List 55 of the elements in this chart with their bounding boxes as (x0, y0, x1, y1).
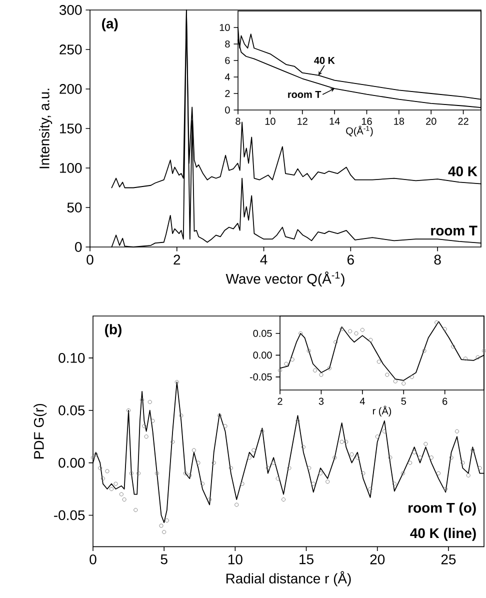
x-tick-label: 2 (278, 398, 282, 405)
y-tick-label: 0 (225, 106, 230, 114)
x-tick-label: 3 (318, 398, 324, 405)
x-tick-label: 22 (458, 118, 468, 125)
text: (a) (102, 18, 118, 32)
x-tick-label: 4 (360, 398, 365, 405)
y-tick-label: 0.05 (253, 330, 272, 337)
x-axis-title: Radial distance r (Å) (226, 571, 351, 586)
y-tick-label: 6 (225, 56, 230, 64)
y-tick-label: 0.00 (253, 352, 272, 359)
x-tick-label: 0 (86, 254, 94, 265)
x-axis-title: r (Å) (372, 406, 392, 416)
legend-label: room T (288, 91, 322, 98)
series-label: room T (o) (408, 502, 476, 516)
y-axis-title: Intensity, a.u. (39, 88, 52, 168)
x-tick-label: 5 (401, 398, 406, 405)
x-tick-label: 20 (370, 554, 385, 564)
y-tick-label: 0.10 (58, 352, 85, 363)
x-tick-label: 12 (298, 118, 308, 125)
x-tick-label: 6 (442, 398, 448, 405)
y-tick-label: -0.05 (54, 510, 85, 520)
x-tick-label: 2 (174, 254, 180, 265)
x-tick-label: 18 (394, 118, 404, 125)
series-label: room T (431, 226, 478, 236)
y-tick-label: 0 (75, 242, 82, 252)
y-tick-label: 300 (59, 5, 82, 15)
x-tick-label: 14 (330, 118, 340, 125)
y-tick-label: 10 (220, 24, 230, 32)
text: 40 K (line) (410, 528, 476, 541)
x-tick-label: 8 (236, 118, 240, 125)
x-tick-label: 5 (160, 554, 168, 564)
x-axis-title: Q(Å$^{-1}$) (346, 126, 373, 136)
y-axis-title: PDF G(r) (34, 404, 47, 458)
x-tick-label: 6 (347, 254, 354, 265)
x-axis-title: Wave vector Q(Å$^{-1}$) (226, 271, 344, 287)
y-tick-label: 0.05 (58, 405, 85, 416)
y-tick-label: 4 (224, 74, 230, 80)
y-tick-label: 250 (60, 44, 82, 54)
y-tick-label: -0.05 (250, 373, 272, 380)
x-tick-label: 15 (300, 554, 314, 564)
x-tick-label: 8 (434, 254, 441, 265)
series-label: 40 K (448, 166, 478, 176)
y-tick-label: 2 (225, 90, 230, 97)
y-tick-label: 150 (60, 124, 82, 134)
x-tick-label: 16 (362, 118, 372, 125)
y-tick-label: 8 (225, 40, 230, 48)
y-tick-label: 50 (67, 202, 82, 212)
y-tick-label: 100 (60, 163, 82, 173)
x-tick-label: 25 (441, 554, 456, 564)
x-tick-label: 0 (90, 554, 96, 564)
series-label: 40 K (314, 56, 335, 64)
y-tick-label: 0.00 (58, 458, 85, 468)
text: (b) (105, 324, 122, 338)
x-tick-label: 20 (426, 118, 436, 125)
y-tick-label: 200 (60, 84, 82, 94)
